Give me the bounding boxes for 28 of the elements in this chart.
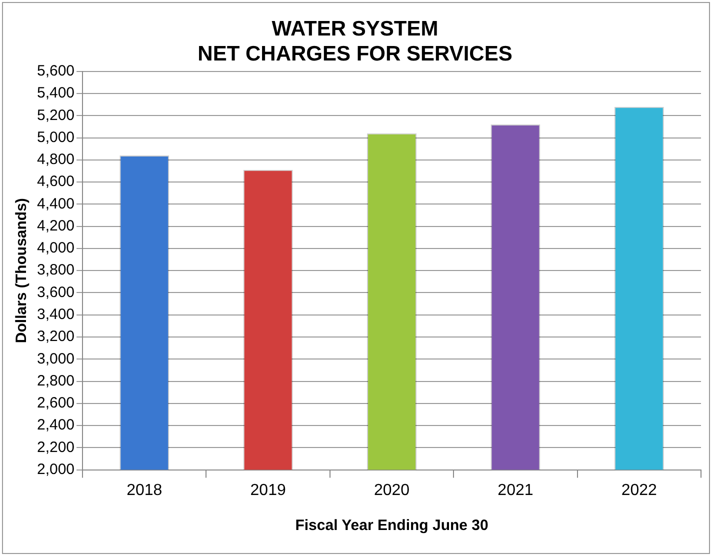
y-tick-label: 4,400 bbox=[36, 195, 75, 212]
y-tick-label: 2,800 bbox=[36, 372, 75, 390]
y-tick-label: 2,000 bbox=[36, 460, 75, 478]
x-tick-label: 2022 bbox=[621, 482, 658, 499]
text: NET CHARGES FOR SERVICES bbox=[198, 42, 512, 66]
y-axis-title: Dollars (Thousands) bbox=[13, 198, 30, 344]
y-tick-label: 5,200 bbox=[36, 106, 75, 124]
x-tick-label: 2021 bbox=[498, 482, 534, 499]
y-tick-label: 2,600 bbox=[36, 394, 75, 412]
y-tick-label: 5,400 bbox=[36, 84, 75, 102]
y-tick-label: 3,800 bbox=[36, 262, 75, 279]
text: WATER SYSTEM bbox=[272, 17, 438, 40]
y-tick-label: 3,000 bbox=[36, 350, 75, 368]
x-axis-title: Fiscal Year Ending June 30 bbox=[295, 517, 488, 534]
x-tick-label: 2020 bbox=[374, 482, 410, 499]
y-tick-label: 3,600 bbox=[36, 284, 75, 301]
x-tick-label: 2018 bbox=[126, 482, 162, 499]
y-tick-label: 2,200 bbox=[36, 438, 75, 456]
y-tick-label: 5,000 bbox=[36, 128, 75, 146]
y-tick-label: 3,200 bbox=[36, 328, 75, 346]
y-tick-label: 4,600 bbox=[36, 173, 75, 190]
y-tick-label: 4,000 bbox=[36, 240, 75, 257]
y-tick-label: 5,600 bbox=[36, 62, 75, 80]
x-tick-label: 2019 bbox=[250, 482, 286, 499]
y-tick-label: 4,800 bbox=[36, 151, 75, 168]
y-tick-label: 3,400 bbox=[36, 306, 75, 324]
y-tick-label: 2,400 bbox=[36, 416, 75, 434]
y-tick-label: 4,200 bbox=[36, 217, 75, 234]
